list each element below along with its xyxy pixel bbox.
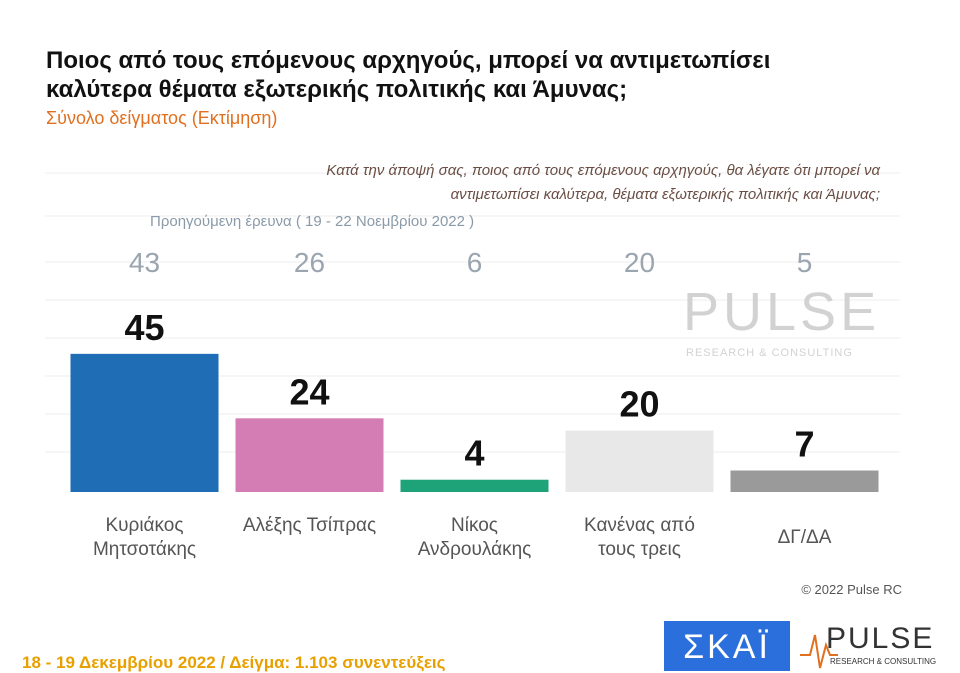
bar (70, 353, 219, 492)
title-line: καλύτερα θέματα εξωτερικής πολιτικής και… (46, 76, 627, 103)
category-label: ΔΓ/ΔΑ (777, 527, 832, 548)
bar (730, 470, 879, 492)
subtitle: Σύνολο δείγματος (Εκτίμηση) (46, 108, 277, 128)
category-label: Αλέξης Τσίπρας (242, 515, 377, 536)
skai-logo-box (664, 621, 790, 671)
pulse-logo-wave (800, 634, 838, 669)
question-line: αντιμετωπίσει καλύτερα, θέματα εξωτερική… (451, 186, 880, 203)
copyright: © 2022 Pulse RC (801, 582, 902, 597)
previous-value: 5 (797, 247, 813, 278)
bar (565, 430, 714, 492)
bar (400, 479, 549, 492)
value-label: 7 (794, 424, 814, 465)
category-label: Κυριάκος Μητσοτάκης (92, 515, 197, 560)
previous-value: 20 (624, 247, 655, 278)
question-line: Κατά την άποψή σας, ποιος από τους επόμε… (326, 162, 880, 179)
value-label: 20 (619, 384, 659, 425)
previous-label: Προηγούμενη έρευνα ( 19 - 22 Νοεμβρίου 2… (150, 213, 474, 230)
previous-value: 6 (467, 247, 483, 278)
footer: 18 - 19 Δεκεμβρίου 2022 / Δείγμα: 1.103 … (22, 653, 446, 672)
category-label: Κανένας από τους τρεις (584, 515, 695, 560)
value-label: 45 (124, 307, 164, 348)
pulse-logo: PULSE (826, 622, 934, 655)
value-label: 24 (289, 371, 329, 412)
skai-logo: ΣΚΑΪ (683, 628, 771, 666)
bar (235, 418, 384, 492)
title-line: Ποιος από τους επόμενους αρχηγούς, μπορε… (46, 47, 770, 74)
watermark: PULSE (683, 282, 880, 342)
category-label: Νίκος Ανδρουλάκης (417, 515, 532, 560)
previous-value: 43 (129, 247, 160, 278)
watermark-sub: RESEARCH & CONSULTING (686, 347, 853, 359)
value-label: 4 (464, 433, 484, 474)
pulse-logo-sub: RESEARCH & CONSULTING (830, 657, 936, 666)
previous-value: 26 (294, 247, 325, 278)
